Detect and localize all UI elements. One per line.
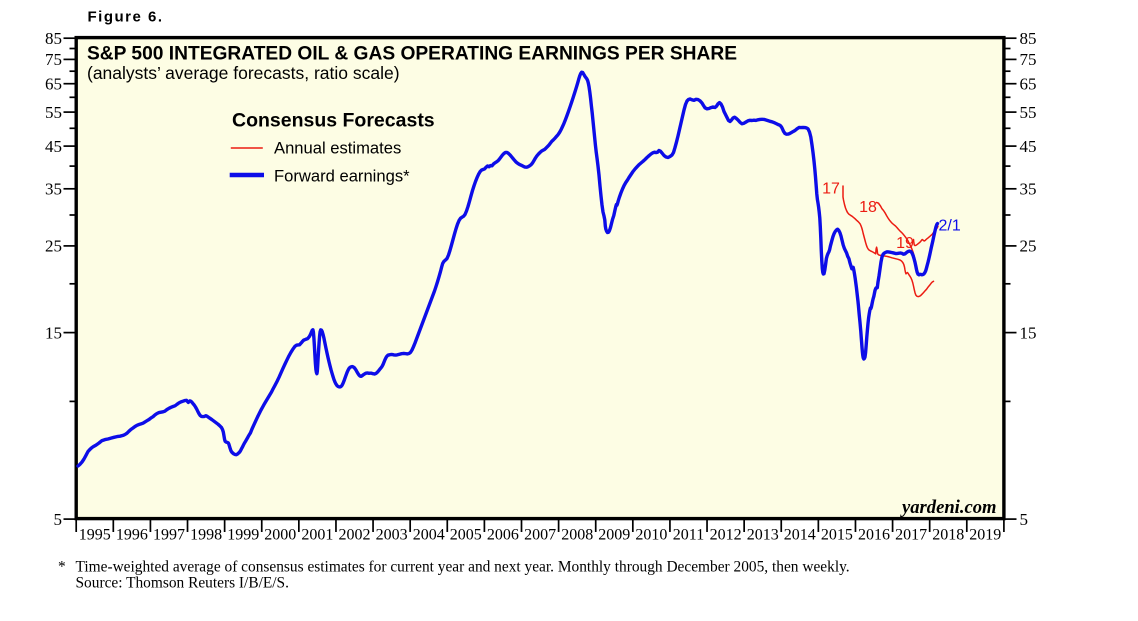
svg-text:Figure 6.: Figure 6. (88, 9, 164, 26)
svg-text:2013: 2013 (747, 526, 779, 543)
svg-text:Time-weighted average of conse: Time-weighted average of consensus estim… (76, 559, 850, 576)
svg-text:2011: 2011 (673, 526, 704, 543)
svg-text:2001: 2001 (301, 526, 333, 543)
svg-text:2/1: 2/1 (939, 218, 961, 235)
svg-text:1998: 1998 (190, 526, 222, 543)
svg-text:15: 15 (45, 323, 62, 342)
svg-text:Forward earnings*: Forward earnings* (274, 166, 410, 185)
svg-text:25: 25 (45, 237, 62, 256)
svg-text:85: 85 (45, 29, 62, 48)
svg-text:*: * (58, 559, 66, 576)
svg-text:2016: 2016 (858, 526, 890, 543)
svg-text:Annual estimates: Annual estimates (274, 138, 401, 157)
svg-text:1995: 1995 (79, 526, 111, 543)
svg-text:55: 55 (45, 103, 62, 122)
svg-text:45: 45 (1020, 137, 1037, 156)
svg-text:2010: 2010 (635, 526, 667, 543)
svg-text:2017: 2017 (895, 526, 927, 543)
svg-text:2006: 2006 (487, 526, 519, 543)
svg-text:19: 19 (896, 235, 914, 252)
svg-text:2003: 2003 (376, 526, 408, 543)
svg-text:2019: 2019 (969, 526, 1001, 543)
svg-text:2002: 2002 (339, 526, 371, 543)
svg-text:S&P 500 INTEGRATED OIL & GAS O: S&P 500 INTEGRATED OIL & GAS OPERATING E… (87, 44, 737, 65)
svg-text:5: 5 (54, 510, 63, 529)
svg-text:15: 15 (1020, 323, 1037, 342)
svg-text:25: 25 (1020, 237, 1037, 256)
svg-text:1996: 1996 (116, 526, 148, 543)
svg-text:35: 35 (45, 180, 62, 199)
svg-text:2007: 2007 (524, 526, 556, 543)
svg-text:2009: 2009 (598, 526, 630, 543)
svg-text:yardeni.com: yardeni.com (900, 497, 997, 518)
svg-text:1997: 1997 (153, 526, 185, 543)
svg-text:5: 5 (1020, 510, 1029, 529)
svg-text:45: 45 (45, 137, 62, 156)
svg-text:2004: 2004 (413, 526, 445, 543)
svg-text:55: 55 (1020, 103, 1037, 122)
svg-text:2015: 2015 (821, 526, 853, 543)
svg-text:35: 35 (1020, 180, 1037, 199)
svg-text:2000: 2000 (264, 526, 296, 543)
svg-text:65: 65 (45, 75, 62, 94)
svg-text:2008: 2008 (561, 526, 593, 543)
svg-text:75: 75 (1020, 50, 1037, 69)
svg-text:17: 17 (822, 181, 840, 198)
svg-text:Source: Thomson Reuters I/B/E/: Source: Thomson Reuters I/B/E/S. (76, 575, 289, 592)
svg-text:Consensus Forecasts: Consensus Forecasts (232, 110, 435, 132)
svg-text:1999: 1999 (227, 526, 259, 543)
svg-text:2012: 2012 (710, 526, 742, 543)
svg-text:2018: 2018 (932, 526, 964, 543)
svg-text:2014: 2014 (784, 526, 816, 543)
svg-text:2005: 2005 (450, 526, 482, 543)
svg-text:65: 65 (1020, 75, 1037, 94)
svg-text:85: 85 (1020, 29, 1037, 48)
svg-text:(analysts’ average forecasts,: (analysts’ average forecasts, ratio scal… (87, 63, 400, 83)
svg-text:75: 75 (45, 50, 62, 69)
svg-text:18: 18 (859, 199, 877, 216)
